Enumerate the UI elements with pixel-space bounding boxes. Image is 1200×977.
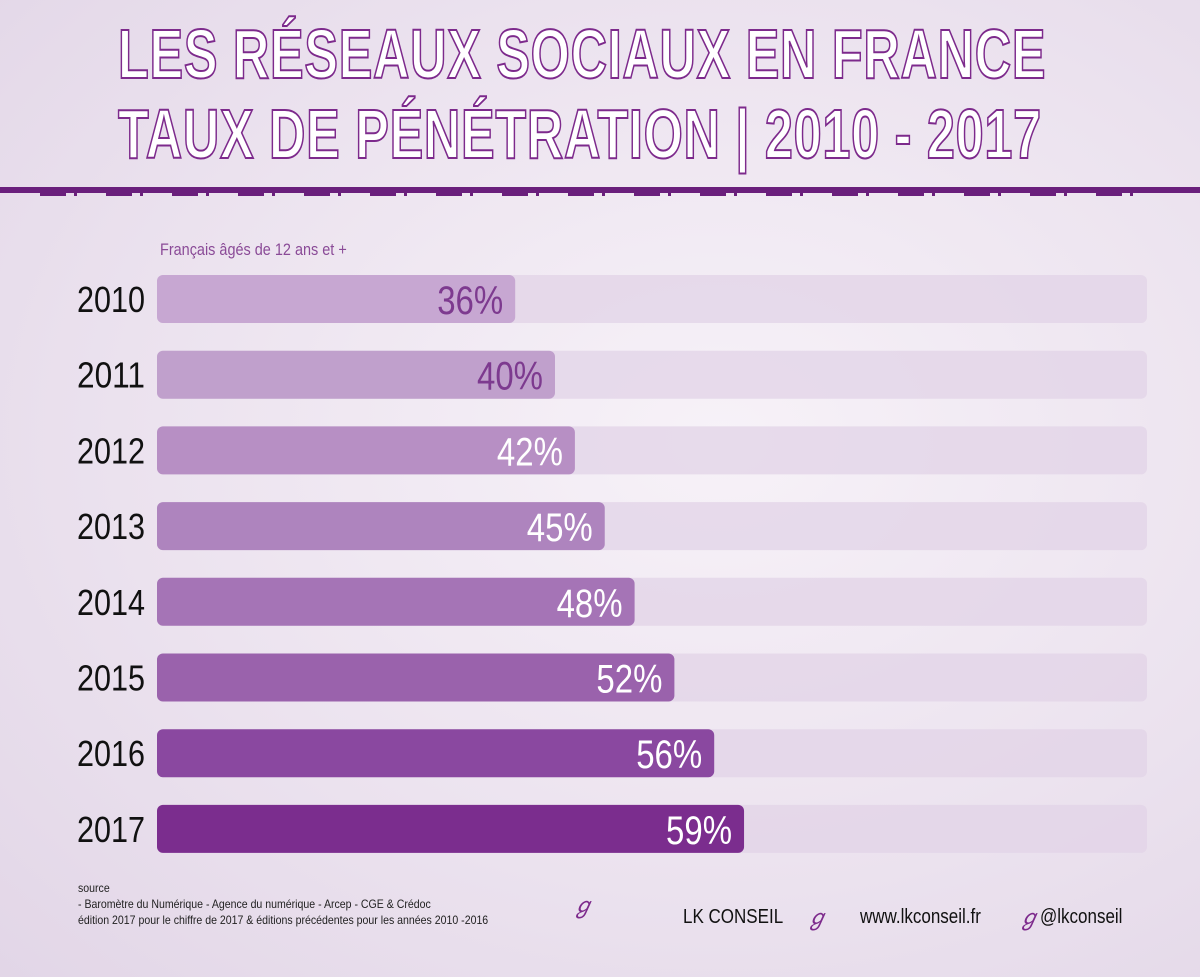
title-block: LES RÉSEAUX SOCIAUX EN FRANCE TAUX DE PÉ… <box>0 14 1200 179</box>
brand-name: LK CONSEIL <box>683 906 784 928</box>
source-line-2: édition 2017 pour le chiffre de 2017 & é… <box>78 913 489 927</box>
value-label-2013: 45% <box>527 506 593 550</box>
bar-2013 <box>157 502 605 551</box>
year-label-2014: 2014 <box>77 582 145 623</box>
bar-2017 <box>157 804 745 853</box>
chart-subtitle-period: TAUX DE PÉNÉTRATION | 2010 - 2017 <box>117 94 1042 174</box>
value-label-2014: 48% <box>557 582 623 626</box>
year-label-2016: 2016 <box>77 733 145 774</box>
year-label-2015: 2015 <box>77 658 145 699</box>
year-label-2017: 2017 <box>77 809 145 850</box>
title-divider <box>0 187 1200 193</box>
bar-2014 <box>157 577 635 626</box>
bar-2015 <box>157 653 675 702</box>
bar-2016 <box>157 729 715 778</box>
bar-2010 <box>157 275 516 323</box>
value-label-2015: 52% <box>596 658 662 702</box>
bar-2012 <box>157 426 575 475</box>
value-label-2010: 36% <box>437 279 503 323</box>
source-block: source - Baromètre du Numérique - Agence… <box>78 880 488 928</box>
year-label-2010: 2010 <box>77 279 145 320</box>
chart-title: LES RÉSEAUX SOCIAUX EN FRANCE <box>117 14 1047 94</box>
website-link[interactable]: www.lkconseil.fr <box>860 906 981 928</box>
twitter-handle[interactable]: @lkconseil <box>1040 906 1123 928</box>
title-divider-dashes <box>40 193 1160 196</box>
value-label-2016: 56% <box>636 733 702 777</box>
year-label-2011: 2011 <box>77 355 145 396</box>
squiggle-icon-left: ℊ <box>572 894 595 919</box>
value-label-2017: 59% <box>666 809 732 853</box>
year-label-2013: 2013 <box>77 506 145 547</box>
value-label-2012: 42% <box>497 430 563 474</box>
year-label-2012: 2012 <box>77 430 145 471</box>
bar-2011 <box>157 350 555 399</box>
population-subtitle: Français âgés de 12 ans et + <box>160 240 347 259</box>
source-line-1: - Baromètre du Numérique - Agence du num… <box>78 897 431 911</box>
squiggle-icon-middle: ℊ <box>806 906 829 931</box>
squiggle-icon-right: ℊ <box>1018 906 1041 931</box>
value-label-2011: 40% <box>477 355 543 399</box>
source-title: source <box>78 881 110 895</box>
